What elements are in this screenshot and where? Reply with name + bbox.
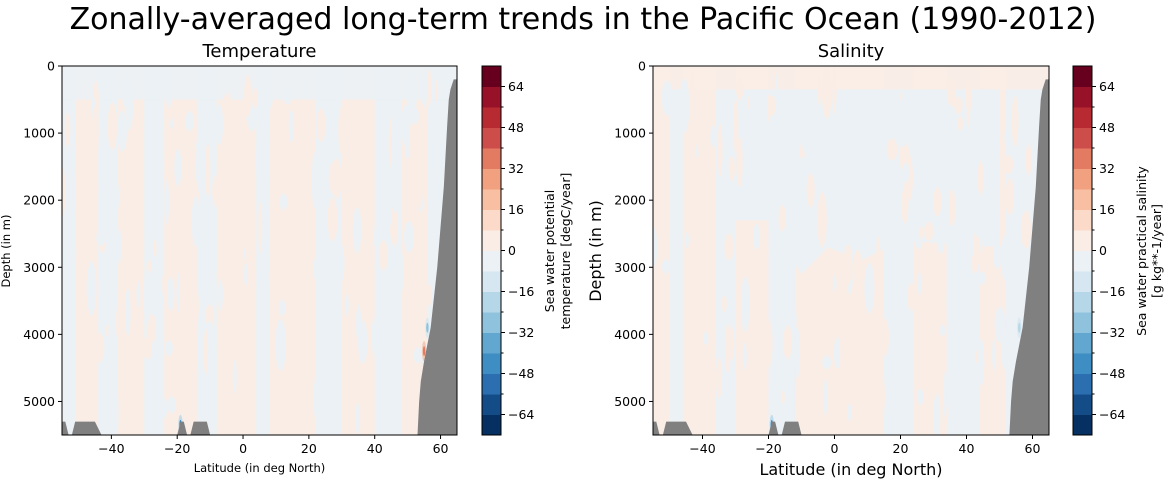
colorbar-tick-label: −64 (1099, 407, 1125, 422)
axes-frame (61, 65, 458, 436)
salinity-colorbar (1073, 66, 1092, 436)
colorbar-tick-label: 0 (508, 243, 516, 258)
x-tick-label: −20 (755, 441, 781, 456)
colorbar-tick-label: −16 (508, 284, 534, 299)
y-axis-label: Depth (in m) (0, 215, 13, 288)
colorbar-tick-label: 32 (508, 161, 524, 176)
colorbar-tick-label: 48 (1099, 120, 1115, 135)
y-axis-ticks: 0 1000 2000 3000 4000 5000 (614, 59, 653, 409)
x-tick-label: 40 (367, 441, 383, 456)
colorbar-tick-label: 16 (508, 202, 524, 217)
x-tick-label: −40 (98, 441, 124, 456)
x-tick-label: 60 (1025, 441, 1041, 456)
colorbar-label-line2: temperature [degC/year] (558, 173, 573, 330)
salinity-panel: Salinity −40 −20 0 20 40 60 0 1000 2000 3000 4000… (586, 41, 1164, 479)
x-tick-label: −20 (164, 441, 190, 456)
panel-title: Salinity (818, 41, 885, 62)
y-tick-label: 4000 (614, 327, 646, 342)
colorbar-label-line1: Sea water practical salinity (1134, 166, 1149, 336)
colorbar-tick-label: 32 (1099, 161, 1115, 176)
colorbar-ticks: 64 48 32 16 0 −16 −32 −48 −64 (1092, 79, 1125, 422)
colorbar-tick-label: −48 (1099, 366, 1125, 381)
temperature-panel: Temperature −40 −20 0 20 40 60 0 1000 2000 3000 4… (0, 41, 573, 475)
y-tick-label: 0 (47, 59, 55, 74)
colorbar-ticks: 64 48 32 16 0 −16 −32 −48 −64 (501, 79, 534, 422)
y-tick-label: 3000 (23, 260, 55, 275)
land-mask (653, 79, 1049, 435)
axes-frame (652, 65, 1050, 436)
colorbar-tick-label: 16 (1099, 202, 1115, 217)
salinity-field (653, 66, 1049, 435)
temperature-colorbar (482, 66, 501, 436)
colorbar-tick-label: 48 (508, 120, 524, 135)
figure-suptitle: Zonally-averaged long-term trends in the… (69, 2, 1097, 37)
colorbar-tick-label: 64 (1099, 79, 1115, 94)
land-mask (62, 79, 457, 435)
colorbar-tick-label: −32 (1099, 325, 1125, 340)
colorbar-label-line2: [g kg**-1/year] (1149, 204, 1164, 298)
y-axis-label: Depth (in m) (586, 200, 605, 302)
colorbar-tick-label: 0 (1099, 243, 1107, 258)
y-tick-label: 1000 (614, 126, 646, 141)
x-tick-label: 40 (959, 441, 975, 456)
x-axis-ticks: −40 −20 0 20 40 60 (689, 435, 1040, 456)
colorbar-tick-label: −48 (508, 366, 534, 381)
x-tick-label: 0 (831, 441, 839, 456)
x-tick-label: 0 (239, 441, 247, 456)
y-axis-ticks: 0 1000 2000 3000 4000 5000 (23, 59, 62, 409)
y-tick-label: 5000 (614, 394, 646, 409)
x-axis-ticks: −40 −20 0 20 40 60 (98, 435, 449, 456)
colorbar-tick-label: −32 (508, 325, 534, 340)
y-tick-label: 1000 (23, 126, 55, 141)
x-tick-label: 20 (893, 441, 909, 456)
x-axis-label: Latitude (in deg North) (194, 461, 326, 475)
y-tick-label: 3000 (614, 260, 646, 275)
colorbar-tick-label: −64 (508, 407, 534, 422)
x-tick-label: 20 (301, 441, 317, 456)
x-tick-label: 60 (433, 441, 449, 456)
y-tick-label: 0 (638, 59, 646, 74)
colorbar-tick-label: 64 (508, 79, 524, 94)
colorbar-tick-label: −16 (1099, 284, 1125, 299)
y-tick-label: 2000 (614, 193, 646, 208)
temperature-field (62, 66, 457, 435)
x-axis-label: Latitude (in deg North) (759, 460, 942, 479)
y-tick-label: 2000 (23, 193, 55, 208)
y-tick-label: 5000 (23, 394, 55, 409)
colorbar-label-line1: Sea water potential (542, 190, 557, 312)
x-tick-label: −40 (689, 441, 715, 456)
panel-title: Temperature (201, 41, 316, 62)
y-tick-label: 4000 (23, 327, 55, 342)
